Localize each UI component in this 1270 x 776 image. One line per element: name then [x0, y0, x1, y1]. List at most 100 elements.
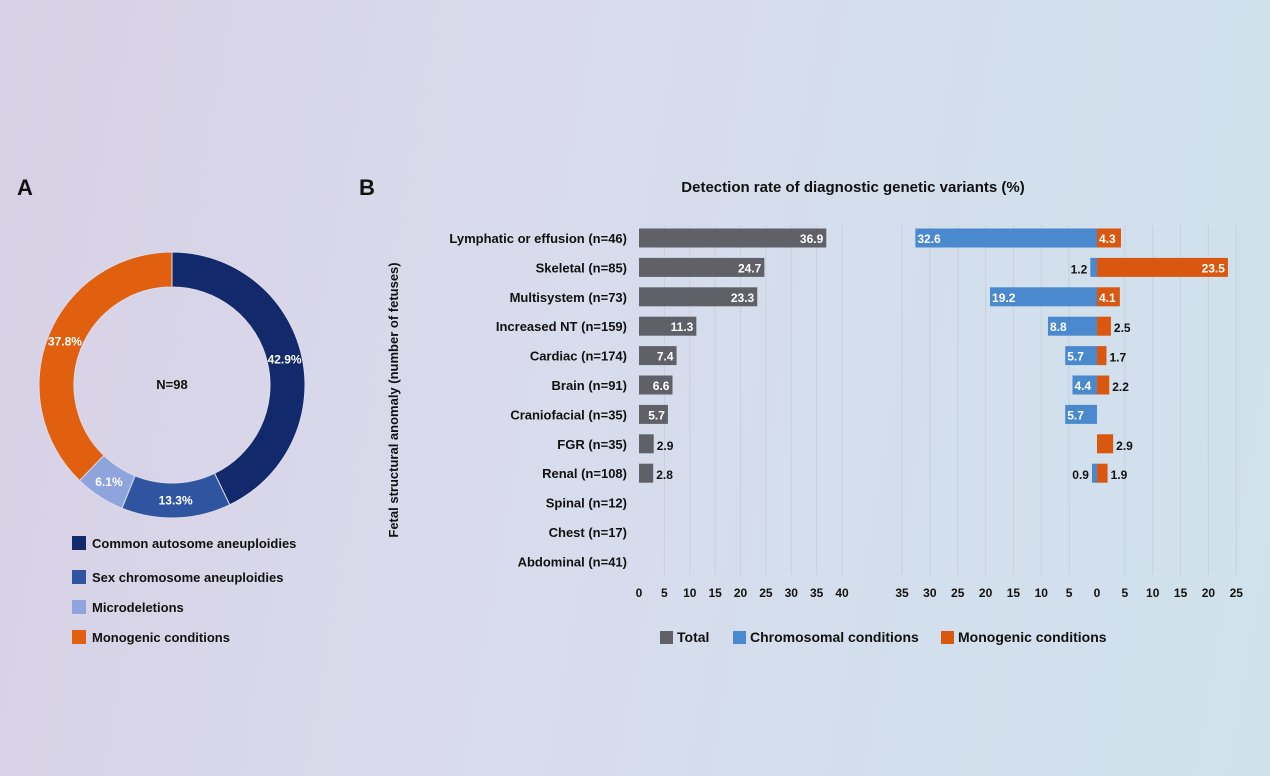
x-tick-label: 5: [1066, 586, 1073, 600]
legend-swatch: [733, 631, 746, 644]
bar-monogenic: [1097, 375, 1110, 395]
x-tick-label: 15: [1007, 586, 1021, 600]
x-tick-label: 20: [734, 586, 748, 600]
panel-label-a: A: [17, 175, 33, 200]
bar-monogenic: [1097, 434, 1114, 454]
bar-value-label: 2.5: [1114, 321, 1131, 335]
donut-center-label: N=98: [156, 377, 187, 392]
bar-total: [639, 346, 677, 366]
x-tick-label: 10: [1035, 586, 1049, 600]
bar-value-label: 5.7: [1067, 350, 1084, 364]
bar-value-label: 23.3: [731, 291, 755, 305]
x-tick-label: 20: [979, 586, 993, 600]
legend-swatch: [72, 600, 86, 614]
legend-label: Total: [677, 629, 709, 645]
category-label: Increased NT (n=159): [496, 319, 627, 334]
category-label: Renal (n=108): [542, 466, 627, 481]
bar-monogenic: [1097, 287, 1120, 307]
bar-total: [639, 228, 827, 248]
bar-value-label: 1.7: [1109, 351, 1126, 365]
bar-value-label: 1.9: [1111, 468, 1128, 482]
x-tick-label: 10: [683, 586, 697, 600]
category-label: Abdominal (n=41): [518, 554, 627, 569]
x-tick-label: 15: [708, 586, 722, 600]
bar-value-label: 0.9: [1072, 468, 1089, 482]
donut-slice: [38, 251, 173, 482]
category-label: Lymphatic or effusion (n=46): [449, 231, 627, 246]
bar-total: [639, 375, 673, 395]
bar-value-label: 2.8: [656, 468, 673, 482]
legend-label: Monogenic conditions: [92, 630, 230, 645]
donut-slice: [171, 251, 306, 506]
bar-chromosomal: [915, 228, 1097, 248]
bar-chromosomal: [1047, 316, 1097, 336]
bar-monogenic: [1097, 463, 1108, 483]
bar-value-label: 36.9: [800, 232, 824, 246]
legend-label: Sex chromosome aneuploidies: [92, 570, 283, 585]
x-tick-label: 5: [661, 586, 668, 600]
slice-label: 37.8%: [48, 335, 82, 349]
legend-label: Microdeletions: [92, 600, 184, 615]
bar-chromosomal: [1091, 463, 1097, 483]
bar-value-label: 32.6: [917, 232, 941, 246]
x-tick-label: 5: [1122, 586, 1129, 600]
bar-chromosomal: [1072, 375, 1097, 395]
x-tick-label: 25: [759, 586, 773, 600]
x-tick-label: 0: [1094, 586, 1101, 600]
bar-chromosomal: [1065, 346, 1097, 366]
bar-chromosomal: [1065, 404, 1097, 424]
bar-value-label: 8.8: [1050, 320, 1067, 334]
legend-b: Total Chromosomal conditions Monogenic con…: [660, 629, 1107, 645]
bar-value-label: 19.2: [992, 291, 1016, 305]
legend-label: Common autosome aneuploidies: [92, 536, 296, 551]
slice-label: 42.9%: [268, 352, 302, 366]
bar-value-label: 4.4: [1074, 379, 1091, 393]
legend-swatch: [941, 631, 954, 644]
bar-value-label: 2.2: [1112, 380, 1129, 394]
legend-a: Common autosome aneuploidies Sex chromoso…: [72, 536, 296, 645]
x-tick-label: 40: [835, 586, 849, 600]
category-label: Chest (n=17): [549, 525, 627, 540]
chart-title: Detection rate of diagnostic genetic var…: [681, 179, 1024, 196]
x-tick-label: 0: [636, 586, 643, 600]
panel-label-b: B: [359, 175, 375, 200]
x-tick-label: 20: [1202, 586, 1216, 600]
bar-value-label: 4.3: [1099, 232, 1116, 246]
bar-value-label: 5.7: [648, 408, 665, 422]
bar-value-label: 23.5: [1202, 261, 1226, 275]
bar-monogenic: [1097, 228, 1121, 248]
bar-value-label: 2.9: [657, 439, 674, 453]
x-tick-label: 30: [785, 586, 799, 600]
x-tick-label: 10: [1146, 586, 1160, 600]
legend-swatch: [72, 630, 86, 644]
donut-chart: 42.9% 13.3% 6.1% 37.8% N=98: [38, 251, 306, 519]
bar-monogenic: [1097, 316, 1111, 336]
bar-monogenic: [1097, 257, 1228, 277]
x-tick-label: 25: [951, 586, 965, 600]
category-label: Brain (n=91): [552, 378, 628, 393]
bar-chromosomal: [1090, 257, 1097, 277]
bar-monogenic: [1097, 346, 1107, 366]
bar-total: [639, 434, 654, 454]
bar-value-label: 4.1: [1099, 291, 1116, 305]
bar-value-label: 7.4: [657, 350, 674, 364]
bar-total: [639, 316, 697, 336]
x-tick-label: 35: [810, 586, 824, 600]
legend-label: Chromosomal conditions: [750, 629, 919, 645]
bar-value-label: 5.7: [1067, 408, 1084, 422]
x-tick-label: 25: [1230, 586, 1244, 600]
slice-label: 13.3%: [159, 493, 193, 507]
category-label: FGR (n=35): [557, 437, 627, 452]
legend-swatch: [72, 536, 86, 550]
gridlines: [663, 225, 1237, 575]
legend-swatch: [660, 631, 673, 644]
x-tick-label: 15: [1174, 586, 1188, 600]
category-label: Spinal (n=12): [546, 496, 627, 511]
bar-value-label: 6.6: [653, 379, 670, 393]
x-tick-label: 35: [895, 586, 909, 600]
y-axis-label: Fetal structural anomaly (number of fetu…: [386, 262, 401, 537]
bar-value-label: 2.9: [1116, 439, 1133, 453]
category-label: Multisystem (n=73): [510, 290, 627, 305]
slice-label: 6.1%: [95, 475, 123, 489]
